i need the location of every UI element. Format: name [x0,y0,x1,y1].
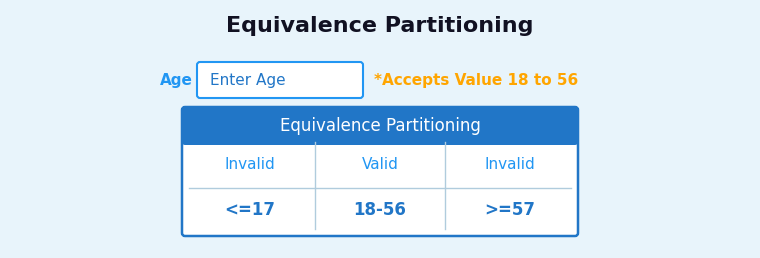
Text: Invalid: Invalid [225,157,275,172]
Text: *Accepts Value 18 to 56: *Accepts Value 18 to 56 [374,72,578,87]
Text: Enter Age: Enter Age [210,72,286,87]
Text: Valid: Valid [362,157,398,172]
Text: Equivalence Partitioning: Equivalence Partitioning [226,16,534,36]
Text: Invalid: Invalid [485,157,535,172]
Text: <=17: <=17 [224,201,275,219]
FancyBboxPatch shape [182,107,578,145]
FancyBboxPatch shape [182,107,578,236]
Bar [185,126,575,142]
FancyBboxPatch shape [197,62,363,98]
Text: Age: Age [160,72,193,87]
Text: Equivalence Partitioning: Equivalence Partitioning [280,117,480,135]
Text: 18-56: 18-56 [353,201,407,219]
Text: >=57: >=57 [485,201,536,219]
